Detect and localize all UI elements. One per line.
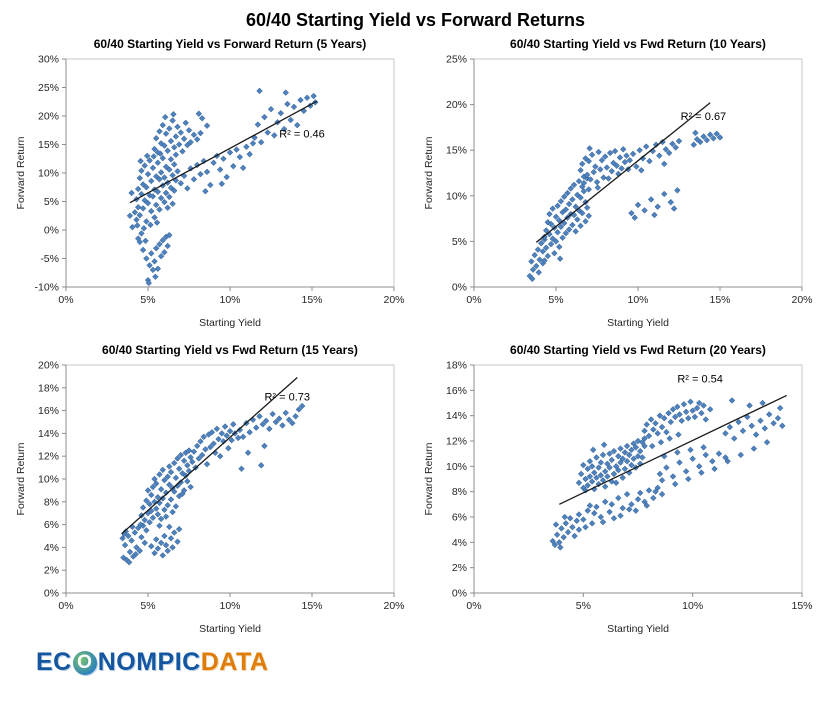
svg-text:15%: 15% xyxy=(301,294,322,306)
page-title: 60/40 Starting Yield vs Forward Returns xyxy=(245,10,586,30)
scatter-chart-10-years: 0% 5% 10% 15% 20% 25% 0% 5% 10% 15% 20% 60/40 Start… xyxy=(423,37,813,329)
scatter-chart-5-years: -10% -5% 0% 5% 10% 15% 20% 25% 30% 0% 5% 10% 15% 20% 6… xyxy=(15,37,405,329)
svg-text:60/40 Starting Yield vs Fwd Re: 60/40 Starting Yield vs Fwd Return (15 Y… xyxy=(102,343,358,357)
svg-text:20%: 20% xyxy=(38,111,59,123)
svg-text:16%: 16% xyxy=(38,405,59,417)
svg-text:60/40 Starting Yield vs Fwd Re: 60/40 Starting Yield vs Fwd Return (20 Y… xyxy=(510,343,766,357)
scatter-chart-15-years: 0% 2% 4% 6% 8% 10% 12% 14% 16% 18% 20% 0% 5% 10% 15% 20… xyxy=(15,343,405,635)
svg-text:-10%: -10% xyxy=(34,282,59,294)
svg-text:15%: 15% xyxy=(709,294,730,306)
svg-text:Forward Return: Forward Return xyxy=(15,442,27,515)
svg-text:Starting Yield: Starting Yield xyxy=(607,317,669,329)
svg-text:18%: 18% xyxy=(38,382,59,394)
svg-text:5%: 5% xyxy=(452,236,467,248)
scatter-panel-10-years: 0% 5% 10% 15% 20% 25% 0% 5% 10% 15% 20% 60/40 Start… xyxy=(420,35,818,333)
svg-text:0%: 0% xyxy=(58,600,73,612)
svg-text:R² = 0.67: R² = 0.67 xyxy=(681,111,727,123)
svg-text:0%: 0% xyxy=(44,588,59,600)
svg-text:10%: 10% xyxy=(38,168,59,180)
svg-text:0%: 0% xyxy=(452,588,467,600)
svg-text:R² = 0.46: R² = 0.46 xyxy=(279,129,325,141)
svg-text:0%: 0% xyxy=(58,294,73,306)
svg-text:15%: 15% xyxy=(301,600,322,612)
svg-text:0%: 0% xyxy=(466,600,481,612)
svg-text:20%: 20% xyxy=(791,294,812,306)
svg-text:20%: 20% xyxy=(383,600,404,612)
globe-icon: O xyxy=(72,651,97,675)
svg-text:8%: 8% xyxy=(452,486,467,498)
svg-text:Starting Yield: Starting Yield xyxy=(607,623,669,635)
svg-text:R² = 0.54: R² = 0.54 xyxy=(677,374,723,386)
scatter-panel-20-years: 0% 2% 4% 6% 8% 10% 12% 14% 16% 18% 0% 5% 10% 15% 60/40… xyxy=(420,341,818,639)
svg-text:5%: 5% xyxy=(44,196,59,208)
svg-text:60/40 Starting Yield vs Fwd Re: 60/40 Starting Yield vs Fwd Return (10 Y… xyxy=(510,37,766,51)
svg-text:Starting Yield: Starting Yield xyxy=(199,317,261,329)
svg-text:10%: 10% xyxy=(446,190,467,202)
scatter-panel-15-years: 0% 2% 4% 6% 8% 10% 12% 14% 16% 18% 20% 0% 5% 10% 15% 20… xyxy=(12,341,410,639)
svg-text:6%: 6% xyxy=(452,512,467,524)
svg-text:30%: 30% xyxy=(38,54,59,66)
svg-text:6%: 6% xyxy=(44,519,59,531)
svg-text:14%: 14% xyxy=(446,410,467,422)
chart-grid: -10% -5% 0% 5% 10% 15% 20% 25% 30% 0% 5% 10% 15% 20% 6… xyxy=(0,35,831,639)
svg-text:0%: 0% xyxy=(466,294,481,306)
logo-text-mid: NOMPIC xyxy=(97,648,201,676)
svg-text:12%: 12% xyxy=(38,451,59,463)
svg-text:15%: 15% xyxy=(791,600,812,612)
svg-text:12%: 12% xyxy=(446,436,467,448)
svg-text:25%: 25% xyxy=(38,82,59,94)
scatter-chart-20-years: 0% 2% 4% 6% 8% 10% 12% 14% 16% 18% 0% 5% 10% 15% 60/40… xyxy=(423,343,813,635)
svg-text:10%: 10% xyxy=(682,600,703,612)
svg-text:20%: 20% xyxy=(446,99,467,111)
svg-text:18%: 18% xyxy=(446,360,467,372)
svg-text:14%: 14% xyxy=(38,428,59,440)
scatter-panel-5-years: -10% -5% 0% 5% 10% 15% 20% 25% 30% 0% 5% 10% 15% 20% 6… xyxy=(12,35,410,333)
svg-text:16%: 16% xyxy=(446,385,467,397)
svg-text:-5%: -5% xyxy=(40,253,59,265)
svg-text:5%: 5% xyxy=(576,600,591,612)
svg-text:20%: 20% xyxy=(38,360,59,372)
svg-text:Forward Return: Forward Return xyxy=(423,136,435,209)
svg-text:20%: 20% xyxy=(383,294,404,306)
svg-text:4%: 4% xyxy=(452,537,467,549)
svg-text:2%: 2% xyxy=(452,562,467,574)
svg-text:10%: 10% xyxy=(446,461,467,473)
svg-text:2%: 2% xyxy=(44,565,59,577)
svg-text:10%: 10% xyxy=(219,600,240,612)
svg-text:Forward Return: Forward Return xyxy=(15,136,27,209)
svg-text:0%: 0% xyxy=(452,282,467,294)
svg-text:15%: 15% xyxy=(446,145,467,157)
econompic-logo: EC O NOMPICDATA xyxy=(36,647,831,677)
svg-text:10%: 10% xyxy=(38,474,59,486)
logo-text-suffix: DATA xyxy=(200,648,269,676)
logo-text-prefix: EC xyxy=(36,648,72,676)
svg-text:8%: 8% xyxy=(44,496,59,508)
svg-text:Forward Return: Forward Return xyxy=(423,442,435,515)
svg-text:4%: 4% xyxy=(44,542,59,554)
svg-text:5%: 5% xyxy=(140,294,155,306)
svg-text:15%: 15% xyxy=(38,139,59,151)
svg-text:0%: 0% xyxy=(44,225,59,237)
svg-text:5%: 5% xyxy=(548,294,563,306)
svg-text:10%: 10% xyxy=(627,294,648,306)
svg-text:60/40 Starting Yield vs Forwar: 60/40 Starting Yield vs Forward Return (… xyxy=(94,37,367,51)
svg-text:Starting Yield: Starting Yield xyxy=(199,623,261,635)
svg-text:10%: 10% xyxy=(219,294,240,306)
svg-text:5%: 5% xyxy=(140,600,155,612)
svg-text:R² = 0.73: R² = 0.73 xyxy=(264,391,310,403)
svg-text:25%: 25% xyxy=(446,54,467,66)
